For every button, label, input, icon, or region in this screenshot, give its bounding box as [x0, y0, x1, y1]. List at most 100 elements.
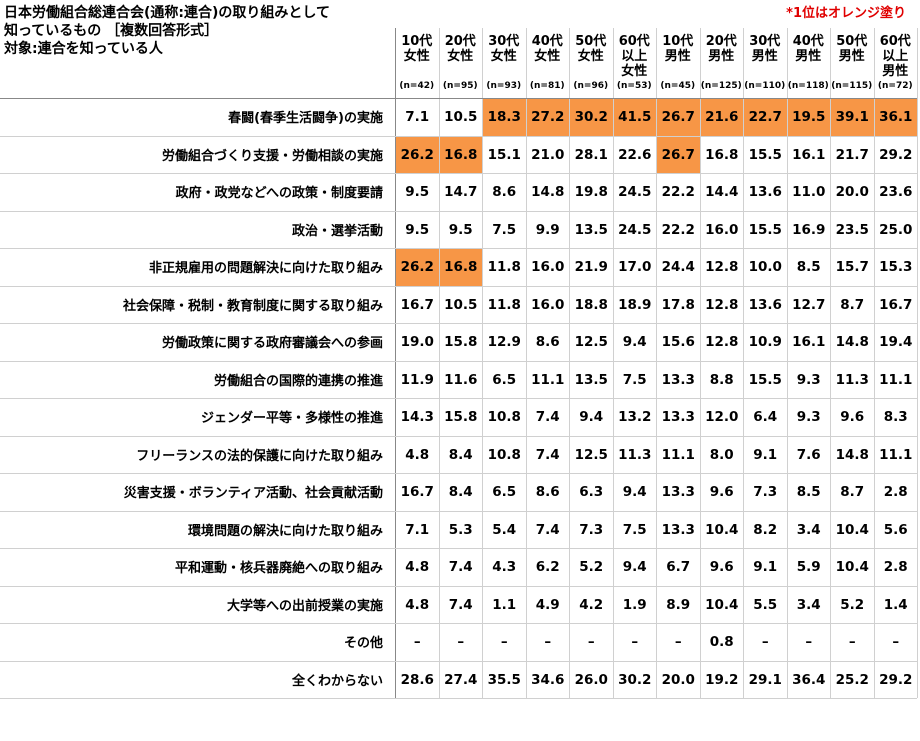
value-cell: 8.5	[796, 484, 821, 501]
row-label: 環境問題の解決に向けた取り組み	[187, 523, 383, 539]
value-cell: 13.3	[661, 521, 695, 538]
value-cell: 7.3	[753, 484, 778, 501]
column-line	[525, 28, 527, 698]
value-cell: 7.5	[622, 521, 647, 538]
value-cell: 14.8	[835, 334, 869, 351]
value-cell: 9.5	[405, 184, 430, 201]
value-cell: 13.3	[661, 409, 695, 426]
value-cell: 0.8	[709, 634, 734, 651]
row-label: 災害支援・ボランティア活動、社会貢献活動	[123, 486, 383, 502]
value-cell: 15.5	[748, 146, 782, 163]
value-cell: 10.4	[705, 521, 739, 538]
value-cell: 7.5	[492, 221, 517, 238]
header-line: 女性	[490, 49, 517, 64]
value-cell: 24.5	[618, 184, 652, 201]
value-cell: 3.4	[796, 596, 821, 613]
value-cell: 9.5	[448, 221, 473, 238]
header-line: 男性	[838, 49, 865, 64]
value-cell: 6.3	[579, 484, 604, 501]
value-cell: 3.4	[796, 521, 821, 538]
sample-size: (n=42)	[399, 81, 435, 91]
value-cell: 17.0	[618, 259, 652, 276]
value-cell: 16.7	[879, 296, 913, 313]
header-line: 女性	[534, 49, 561, 64]
header-line: 女性	[621, 64, 648, 79]
sample-size: (n=53)	[616, 81, 652, 91]
title-line: 日本労働組合総連合会(通称:連合)の取り組みとして	[4, 5, 330, 21]
value-cell: 5.6	[883, 521, 908, 538]
value-cell: –	[500, 634, 508, 651]
value-cell: 12.7	[792, 296, 826, 313]
value-cell: 15.8	[444, 334, 478, 351]
value-cell: 21.0	[531, 146, 565, 163]
value-cell: 7.4	[448, 559, 473, 576]
value-cell: 1.4	[883, 596, 908, 613]
column-header: 60代 以上 男性	[874, 34, 918, 79]
value-cell: 10.5	[444, 109, 478, 126]
column-header: 30代 男性	[743, 34, 787, 64]
value-cell: 6.5	[492, 371, 517, 388]
value-cell: 14.8	[835, 446, 869, 463]
value-cell: 7.4	[535, 521, 560, 538]
header-line: 男性	[751, 49, 778, 64]
value-cell: 25.0	[879, 221, 913, 238]
value-cell: 9.4	[622, 484, 647, 501]
value-cell: 5.2	[840, 596, 865, 613]
row-label: 労働政策に関する政府審議会への参画	[161, 336, 383, 352]
value-cell: 11.8	[487, 296, 521, 313]
value-cell: 4.3	[492, 559, 517, 576]
value-cell: 12.8	[705, 296, 739, 313]
header-line: 50代	[575, 34, 607, 49]
sample-size: (n=93)	[486, 81, 522, 91]
value-cell: 5.3	[448, 521, 473, 538]
value-cell: 21.9	[574, 259, 608, 276]
header-line: 女性	[447, 49, 474, 64]
sample-size: (n=115)	[831, 81, 873, 91]
value-cell: 11.1	[879, 371, 913, 388]
value-cell: 5.4	[492, 521, 517, 538]
value-cell: 9.3	[796, 409, 821, 426]
sample-size: (n=81)	[529, 81, 565, 91]
value-cell: 13.3	[661, 484, 695, 501]
header-line: 以上	[882, 49, 909, 64]
row-label: その他	[343, 636, 383, 652]
value-cell: 29.2	[879, 146, 913, 163]
header-line: 60代	[618, 34, 650, 49]
value-cell: –	[761, 634, 769, 651]
value-cell: 13.5	[574, 371, 608, 388]
value-cell: –	[674, 634, 682, 651]
note: *1位はオレンジ塗り	[786, 6, 906, 21]
value-cell: –	[805, 634, 813, 651]
value-cell: 16.8	[439, 136, 482, 173]
header-line: 男性	[664, 49, 691, 64]
value-cell: 26.0	[574, 671, 608, 688]
value-cell: 15.3	[879, 259, 913, 276]
header-line: 女性	[577, 49, 604, 64]
value-cell: 9.1	[753, 446, 778, 463]
value-cell: 26.7	[657, 136, 700, 173]
value-cell: 17.8	[661, 296, 695, 313]
value-cell: 7.4	[535, 409, 560, 426]
value-cell: 4.2	[579, 596, 604, 613]
value-cell: 41.5	[613, 99, 656, 136]
header-line: 男性	[795, 49, 822, 64]
value-cell: 4.9	[535, 596, 560, 613]
value-cell: 19.0	[400, 334, 434, 351]
sample-size: (n=95)	[442, 81, 478, 91]
row-line	[0, 135, 917, 137]
value-cell: 11.0	[792, 184, 826, 201]
column-header: 60代 以上 女性	[613, 34, 657, 79]
value-cell: 18.9	[618, 296, 652, 313]
sample-size: (n=118)	[787, 81, 829, 91]
header-line: 男性	[708, 49, 735, 64]
column-line	[699, 28, 701, 698]
value-cell: 19.8	[574, 184, 608, 201]
header-line: 20代	[705, 34, 737, 49]
value-cell: 5.5	[753, 596, 778, 613]
row-line	[0, 98, 917, 99]
value-cell: 30.2	[570, 99, 613, 136]
value-cell: 18.3	[483, 99, 526, 136]
row-label: 非正規雇用の問題解決に向けた取り組み	[148, 261, 383, 277]
value-cell: 27.2	[526, 99, 569, 136]
column-line	[786, 28, 788, 698]
